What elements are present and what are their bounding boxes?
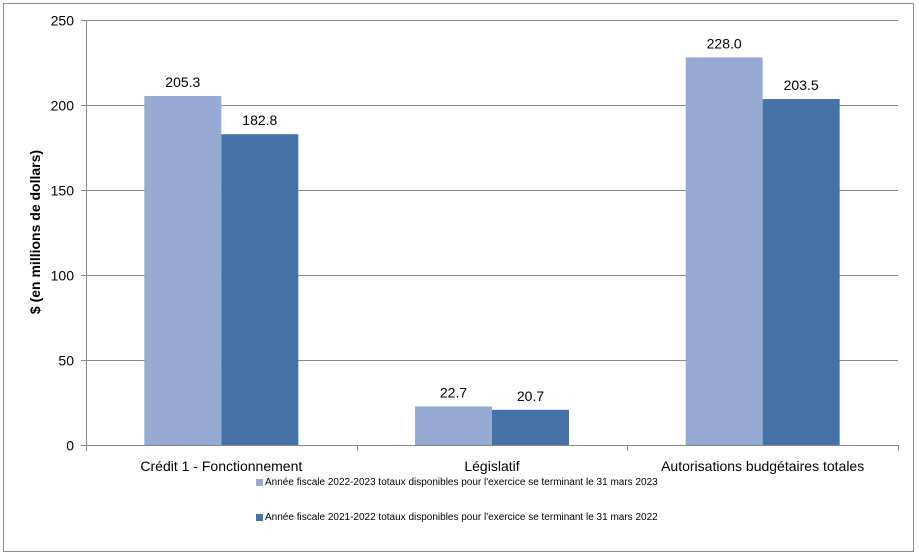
- data-label-0-1: 182.8: [242, 112, 277, 128]
- legend-swatch-1: [256, 479, 263, 486]
- y-tick-label-100: 100: [51, 268, 75, 284]
- y-tick-label-50: 50: [58, 353, 74, 369]
- bar-0-0: [144, 95, 222, 446]
- category-label-2: Autorisations budgétaires totales: [661, 458, 864, 474]
- y-tick-label-0: 0: [66, 438, 74, 454]
- data-label-2-0: 228.0: [707, 35, 742, 51]
- bars: [144, 57, 840, 446]
- y-axis-ticks: 0 50 100 150 200 250: [51, 13, 86, 454]
- y-axis-label: $ (en millions de dollars): [27, 150, 43, 314]
- y-tick-label-200: 200: [51, 98, 75, 114]
- data-label-1-0: 22.7: [440, 384, 467, 400]
- bar-1-0: [415, 406, 492, 445]
- category-label-0: Crédit 1 - Fonctionnement: [140, 458, 302, 474]
- category-label-1: Législatif: [464, 458, 519, 474]
- legend-item-2: Année fiscale 2021-2022 totaux disponibl…: [256, 512, 658, 523]
- data-label-2-1: 203.5: [784, 77, 819, 93]
- y-tick-label-250: 250: [51, 13, 75, 29]
- bar-1-1: [492, 409, 569, 445]
- data-label-0-0: 205.3: [165, 74, 200, 90]
- x-axis-categories: Crédit 1 - Fonctionnement Législatif Autor…: [140, 458, 864, 474]
- legend-label-2: Année fiscale 2021-2022 totaux disponibl…: [265, 512, 658, 523]
- legend-label-1: Année fiscale 2022-2023 totaux disponibl…: [265, 477, 658, 488]
- bar-2-1: [762, 99, 840, 446]
- bar-0-1: [221, 134, 299, 446]
- legend-swatch-2: [256, 514, 263, 521]
- y-tick-label-150: 150: [51, 183, 75, 199]
- legend-item-1: Année fiscale 2022-2023 totaux disponibl…: [256, 477, 658, 488]
- bar-2-0: [685, 57, 763, 446]
- data-labels: 205.3 182.8 22.7 20.7 228.0 203.5: [165, 35, 819, 403]
- data-label-1-1: 20.7: [517, 388, 544, 404]
